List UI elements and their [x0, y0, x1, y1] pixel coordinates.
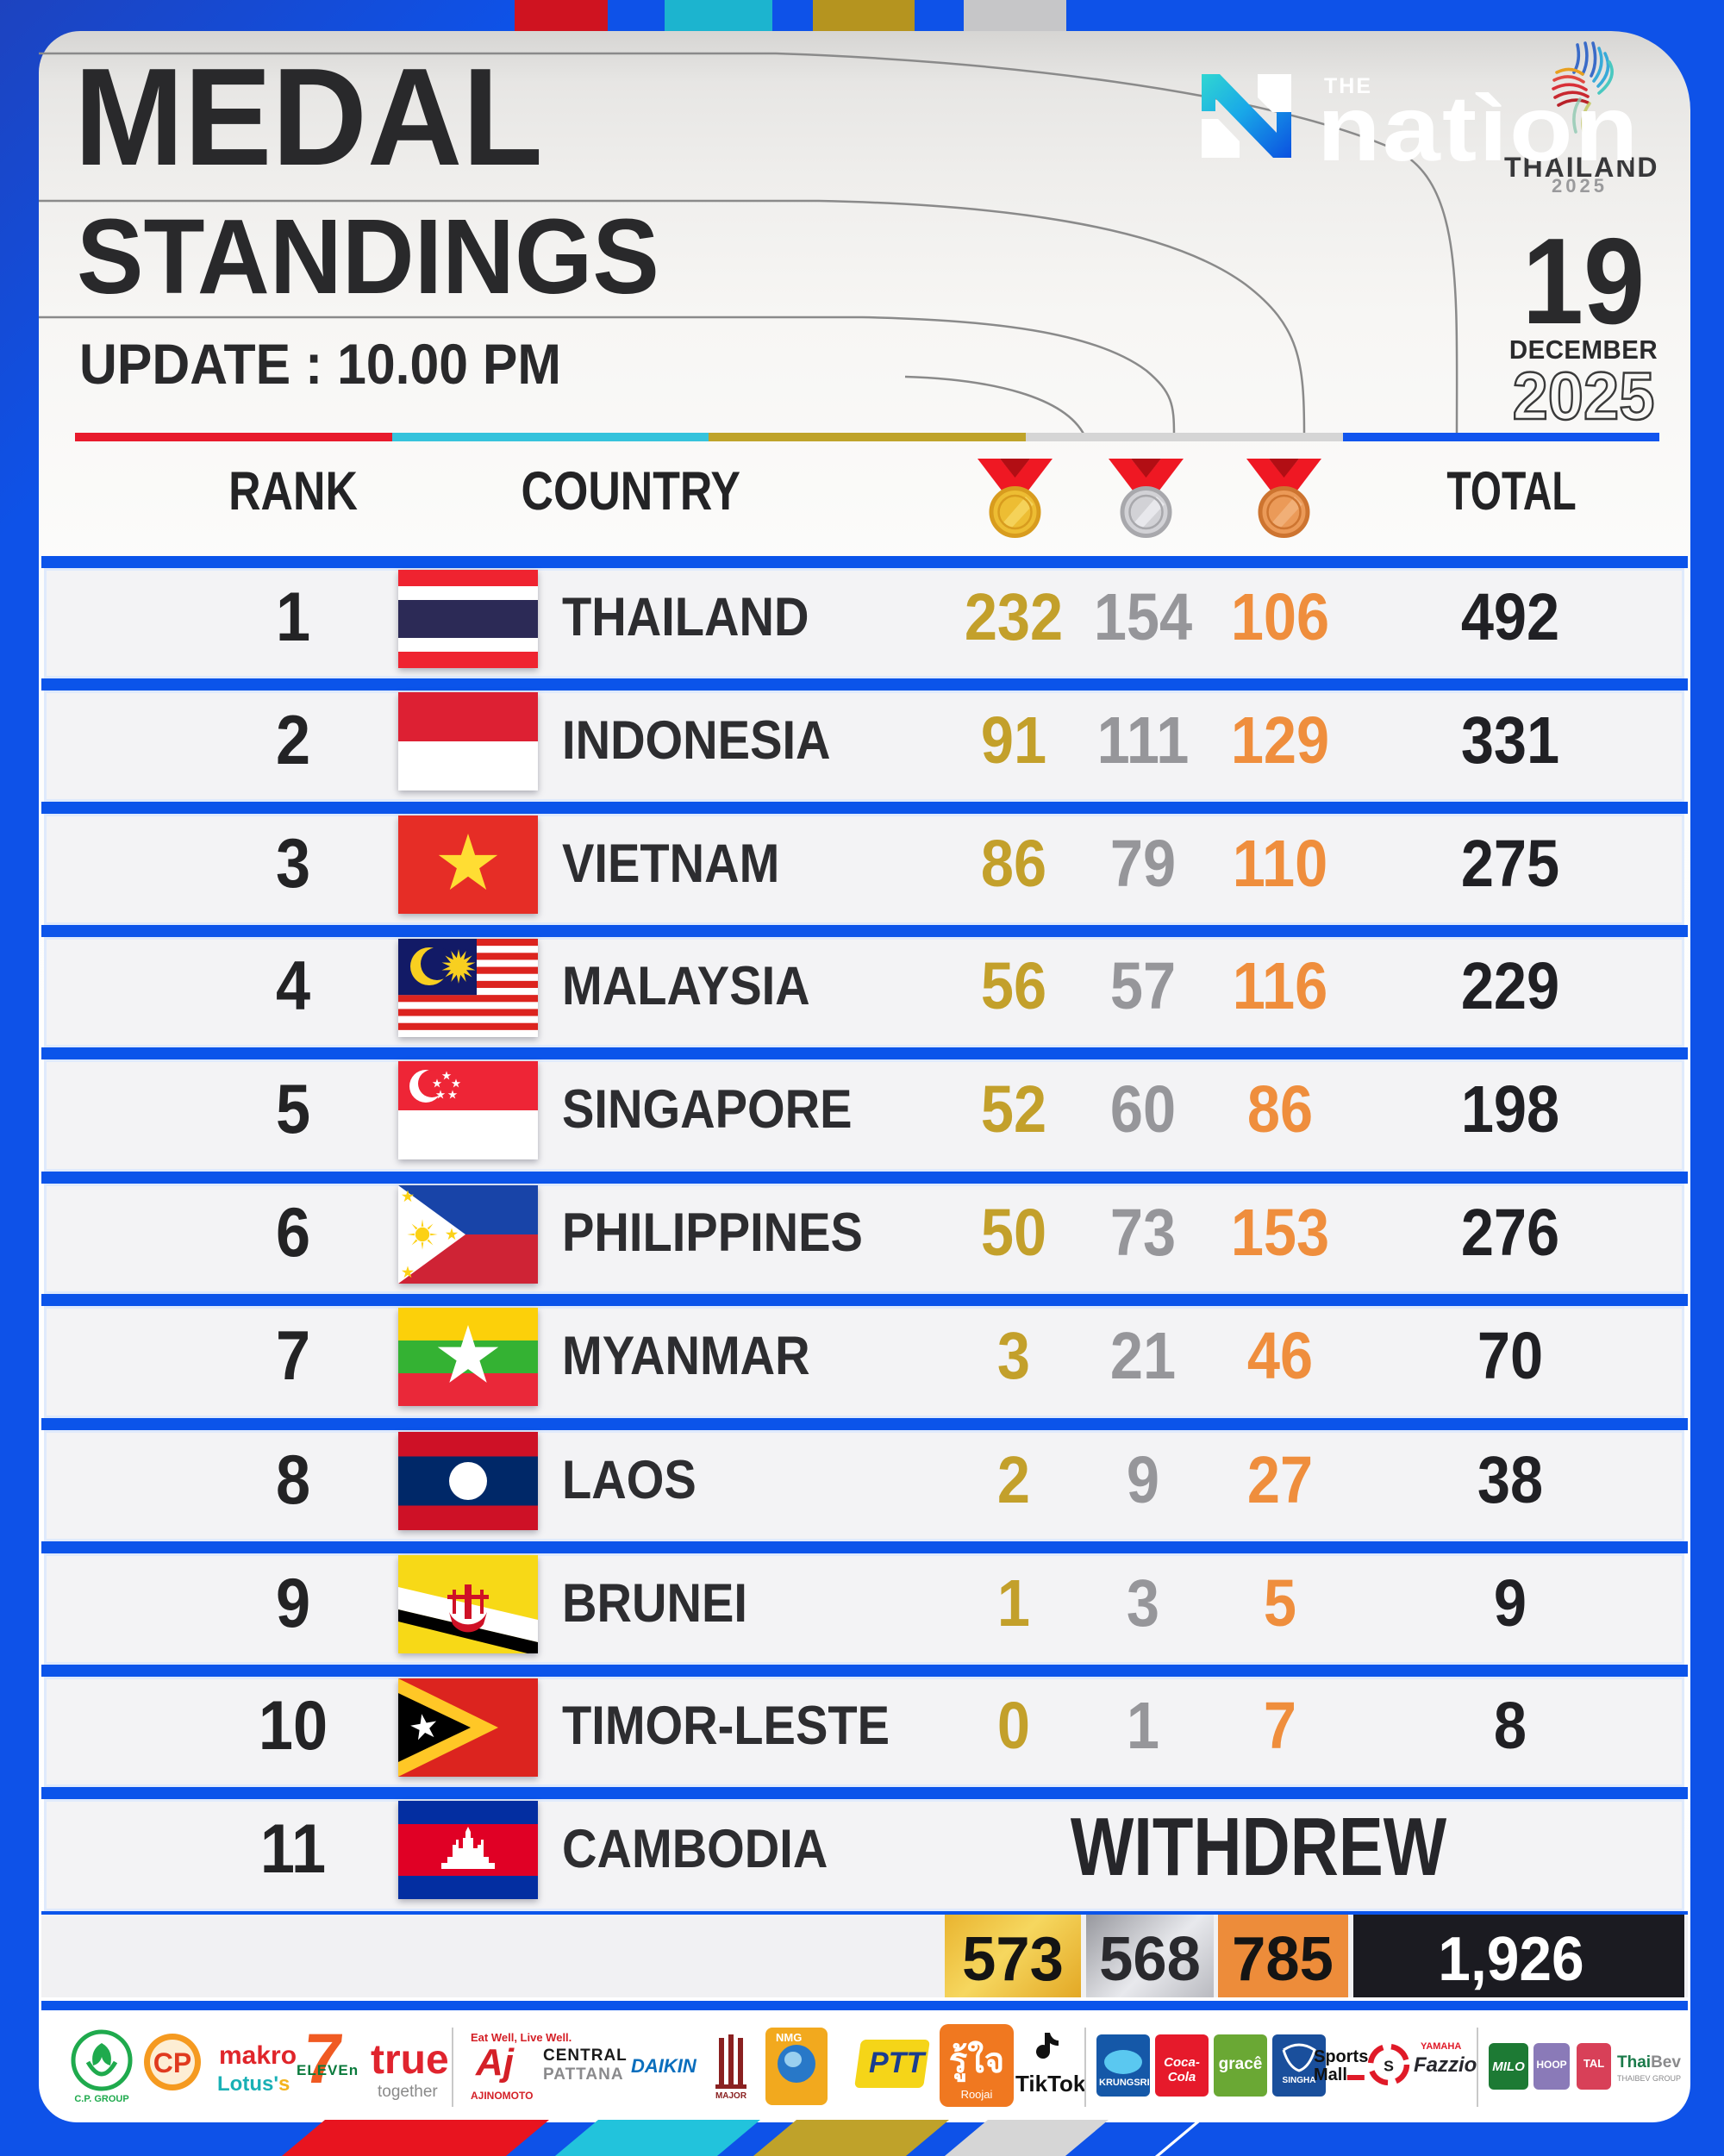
- svg-text:C.P. GROUP: C.P. GROUP: [74, 2094, 128, 2104]
- svg-text:S: S: [1384, 2057, 1394, 2074]
- svg-text:MAJOR: MAJOR: [715, 2091, 746, 2101]
- svg-text:CP: CP: [153, 2047, 191, 2078]
